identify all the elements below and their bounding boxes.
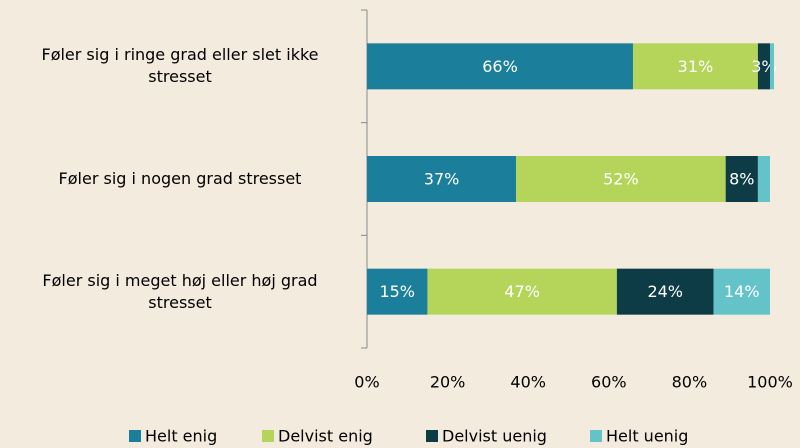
- x-tick-label: 60%: [591, 373, 627, 392]
- data-label: 47%: [504, 282, 540, 301]
- bar-segment: [616, 268, 714, 315]
- bar-segment: [367, 43, 633, 90]
- bar-segment: [757, 43, 770, 90]
- legend-label: Delvist uenig: [442, 427, 547, 446]
- data-label: 52%: [603, 170, 639, 189]
- legend-swatch: [129, 430, 141, 442]
- x-tick-label: 100%: [747, 373, 793, 392]
- bar-segment: [632, 43, 758, 90]
- data-label: 15%: [379, 282, 415, 301]
- bar-segment: [367, 156, 517, 202]
- legend-swatch: [262, 430, 274, 442]
- category-label: Føler sig i meget høj eller høj grad str…: [42, 270, 318, 312]
- legend-label: Delvist enig: [278, 427, 373, 446]
- bar-segment: [713, 268, 770, 315]
- x-tick-label: 20%: [430, 373, 466, 392]
- bar-segment: [516, 156, 726, 202]
- data-label: 8%: [729, 170, 754, 189]
- x-tick-label: 80%: [672, 373, 708, 392]
- category-label: Føler sig i ringe grad eller slet ikke s…: [41, 45, 319, 87]
- x-tick-label: 40%: [510, 373, 546, 392]
- data-label: 37%: [424, 170, 460, 189]
- data-label: 24%: [647, 282, 683, 301]
- bar-segment: [367, 268, 428, 315]
- legend-label: Helt enig: [145, 427, 217, 446]
- legend-label: Helt uenig: [606, 427, 688, 446]
- bar-segment: [757, 156, 770, 202]
- x-tick-label: 0%: [354, 373, 379, 392]
- bar-segment: [770, 43, 775, 90]
- data-label: 66%: [482, 57, 518, 76]
- bar-segment: [427, 268, 617, 315]
- bar-segment: [725, 156, 758, 202]
- data-label: 14%: [724, 282, 760, 301]
- category-label: Føler sig i nogen grad stresset: [58, 169, 302, 188]
- legend-swatch: [426, 430, 438, 442]
- data-label: 31%: [678, 57, 714, 76]
- legend-swatch: [590, 430, 602, 442]
